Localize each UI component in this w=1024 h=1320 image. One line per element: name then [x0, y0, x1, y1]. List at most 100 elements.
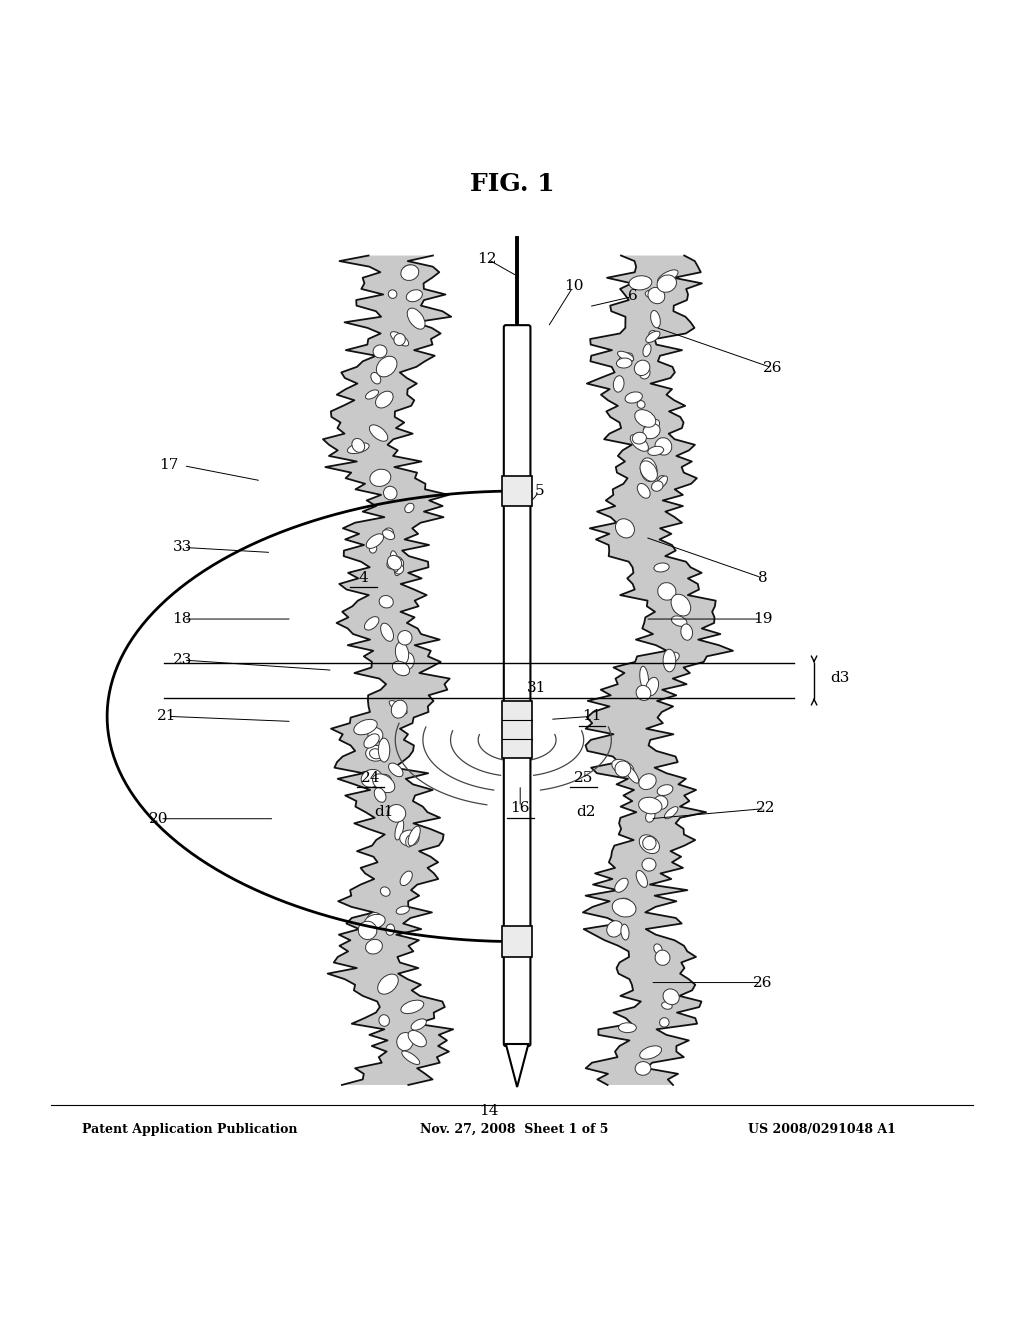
Ellipse shape	[665, 807, 678, 818]
Ellipse shape	[672, 616, 687, 627]
Ellipse shape	[406, 836, 413, 847]
Ellipse shape	[653, 944, 663, 954]
Ellipse shape	[657, 475, 667, 484]
Ellipse shape	[368, 727, 383, 742]
Ellipse shape	[390, 331, 409, 346]
Ellipse shape	[637, 400, 645, 408]
Ellipse shape	[657, 269, 678, 284]
Ellipse shape	[401, 265, 418, 280]
Ellipse shape	[655, 438, 672, 455]
Text: 11: 11	[582, 709, 602, 723]
Text: 23: 23	[173, 653, 191, 667]
Ellipse shape	[640, 667, 648, 690]
Ellipse shape	[400, 871, 413, 886]
Ellipse shape	[639, 834, 659, 854]
Ellipse shape	[367, 533, 384, 548]
Ellipse shape	[398, 652, 415, 669]
Text: 14: 14	[478, 1104, 499, 1118]
Ellipse shape	[378, 974, 398, 994]
Ellipse shape	[643, 420, 659, 434]
Ellipse shape	[397, 631, 412, 645]
Text: 5: 5	[535, 484, 545, 498]
Ellipse shape	[384, 486, 397, 500]
Ellipse shape	[662, 1002, 672, 1010]
Ellipse shape	[347, 442, 369, 454]
Text: 19: 19	[753, 612, 773, 626]
Ellipse shape	[365, 915, 385, 929]
Ellipse shape	[642, 858, 656, 871]
Ellipse shape	[636, 685, 651, 701]
Ellipse shape	[651, 480, 663, 491]
Ellipse shape	[625, 392, 642, 403]
Ellipse shape	[675, 599, 687, 614]
Ellipse shape	[366, 746, 386, 762]
Ellipse shape	[367, 912, 383, 929]
Ellipse shape	[645, 290, 662, 298]
Polygon shape	[506, 1044, 528, 1086]
Ellipse shape	[648, 446, 664, 455]
Ellipse shape	[654, 562, 670, 572]
Ellipse shape	[413, 1034, 422, 1043]
Ellipse shape	[639, 797, 662, 814]
Bar	[502, 927, 532, 957]
Ellipse shape	[655, 950, 670, 965]
Ellipse shape	[383, 529, 394, 540]
Ellipse shape	[635, 409, 655, 428]
Ellipse shape	[377, 356, 397, 376]
Ellipse shape	[635, 1061, 651, 1076]
Ellipse shape	[615, 519, 635, 539]
Ellipse shape	[400, 265, 419, 280]
Ellipse shape	[618, 352, 633, 367]
Ellipse shape	[364, 734, 379, 748]
Ellipse shape	[616, 898, 632, 908]
Bar	[502, 701, 532, 758]
Ellipse shape	[376, 391, 393, 408]
Ellipse shape	[643, 343, 651, 356]
Text: 4: 4	[358, 572, 369, 585]
Ellipse shape	[395, 642, 409, 664]
Ellipse shape	[373, 774, 395, 792]
Text: 26: 26	[753, 975, 773, 990]
Ellipse shape	[392, 661, 410, 676]
Ellipse shape	[366, 389, 379, 399]
Ellipse shape	[657, 784, 673, 796]
Ellipse shape	[374, 788, 386, 803]
Text: 20: 20	[148, 812, 169, 826]
Ellipse shape	[396, 906, 410, 915]
Ellipse shape	[389, 701, 408, 714]
Ellipse shape	[384, 528, 393, 537]
Ellipse shape	[630, 434, 648, 451]
Text: 22: 22	[756, 801, 776, 816]
Text: 17: 17	[160, 458, 178, 473]
Ellipse shape	[632, 432, 646, 444]
Ellipse shape	[618, 1023, 636, 1032]
Ellipse shape	[370, 469, 391, 487]
Ellipse shape	[394, 565, 403, 574]
Text: 8: 8	[758, 572, 768, 585]
Ellipse shape	[381, 623, 393, 642]
Ellipse shape	[370, 748, 382, 759]
Ellipse shape	[400, 1001, 424, 1014]
Ellipse shape	[352, 438, 365, 453]
Ellipse shape	[612, 899, 636, 917]
Ellipse shape	[390, 550, 398, 572]
Ellipse shape	[639, 367, 650, 379]
Text: 16: 16	[510, 801, 530, 816]
Ellipse shape	[636, 870, 647, 887]
Text: Patent Application Publication: Patent Application Publication	[82, 1123, 297, 1137]
Ellipse shape	[674, 602, 688, 611]
Ellipse shape	[653, 796, 668, 809]
Text: Nov. 27, 2008  Sheet 1 of 5: Nov. 27, 2008 Sheet 1 of 5	[420, 1123, 608, 1137]
Ellipse shape	[640, 1045, 662, 1059]
Ellipse shape	[407, 290, 423, 302]
Ellipse shape	[639, 774, 656, 789]
Ellipse shape	[401, 1051, 420, 1064]
Ellipse shape	[395, 820, 403, 840]
Ellipse shape	[645, 810, 655, 822]
Ellipse shape	[615, 760, 631, 777]
Ellipse shape	[657, 275, 677, 292]
Ellipse shape	[659, 1018, 669, 1027]
Ellipse shape	[409, 1031, 426, 1047]
Ellipse shape	[649, 330, 657, 338]
Ellipse shape	[380, 887, 390, 896]
